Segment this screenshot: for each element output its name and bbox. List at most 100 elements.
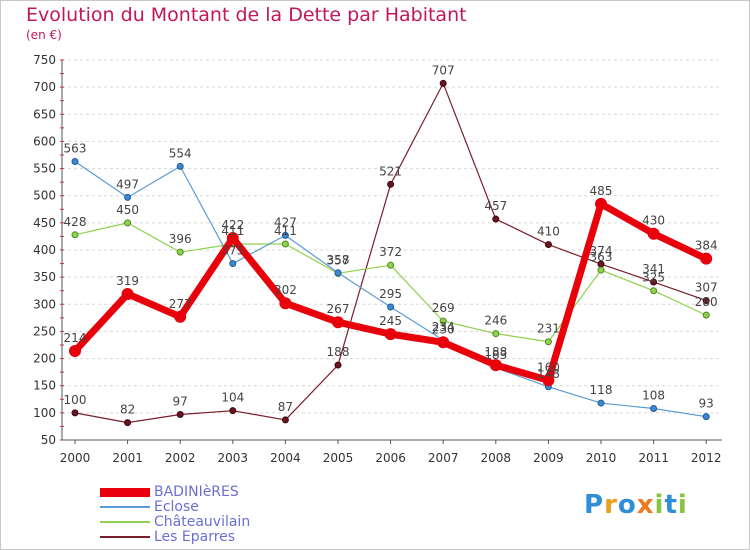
logo-letter: x — [636, 490, 655, 520]
data-label: 87 — [278, 400, 293, 414]
y-tick-label: 550 — [33, 162, 56, 176]
legend-swatch — [100, 506, 150, 508]
data-point — [229, 407, 237, 415]
data-label: 234 — [432, 320, 455, 334]
y-tick-label: 650 — [33, 107, 56, 121]
y-tick-label: 750 — [33, 53, 56, 67]
data-point — [124, 419, 132, 427]
axes: 50 100 150 200 250 300 350 400 450 500 550 600 650 70… — [33, 53, 722, 465]
legend-swatch — [100, 487, 150, 497]
data-label: 372 — [379, 245, 402, 259]
data-label: 358 — [327, 253, 350, 267]
logo-letter: i — [677, 490, 688, 520]
data-label: 457 — [484, 199, 507, 213]
x-tick-label: 2006 — [375, 451, 406, 465]
data-label: 707 — [432, 63, 455, 77]
legend-label: Châteauvilain — [154, 514, 251, 530]
data-label: 427 — [274, 215, 297, 229]
data-point — [174, 310, 187, 323]
logo-letter: t — [664, 490, 678, 520]
data-label: 302 — [274, 283, 297, 297]
data-label: 267 — [327, 302, 350, 316]
data-label: 93 — [699, 397, 714, 411]
data-label: 307 — [695, 280, 718, 294]
data-label: 230 — [432, 322, 455, 336]
data-label: 82 — [120, 403, 135, 417]
data-point — [384, 328, 397, 341]
data-point — [702, 311, 710, 319]
data-point — [702, 296, 710, 304]
data-label: 246 — [484, 314, 507, 328]
data-point — [176, 248, 184, 256]
legend-label: Eclose — [154, 499, 199, 515]
data-point — [176, 162, 184, 170]
data-label: 410 — [537, 225, 560, 239]
data-label: 374 — [590, 244, 613, 258]
data-label: 97 — [173, 394, 188, 408]
data-point — [71, 231, 79, 239]
x-tick-label: 2003 — [218, 451, 249, 465]
data-label: 277 — [169, 297, 192, 311]
data-label: 375 — [221, 244, 244, 258]
data-point — [650, 278, 658, 286]
data-label: 319 — [116, 274, 139, 288]
x-tick-label: 2007 — [428, 451, 459, 465]
y-tick-label: 200 — [33, 352, 56, 366]
data-point — [439, 317, 447, 325]
data-point — [124, 193, 132, 201]
data-label: 450 — [116, 203, 139, 217]
x-tick-label: 2000 — [60, 451, 91, 465]
data-label: 100 — [64, 393, 87, 407]
data-label: 148 — [537, 367, 560, 381]
data-point — [544, 241, 552, 249]
data-point — [597, 399, 605, 407]
y-tick-label: 600 — [33, 134, 56, 148]
x-tick-label: 2011 — [638, 451, 669, 465]
legend-label: Les Eparres — [154, 529, 236, 545]
y-tick-label: 100 — [33, 406, 56, 420]
data-point — [176, 410, 184, 418]
proxiti-logo: Proxiti — [584, 490, 688, 520]
data-point — [334, 269, 342, 277]
legend-label: BADINIèRES — [154, 484, 239, 500]
x-tick-label: 2009 — [533, 451, 564, 465]
data-label: 118 — [590, 383, 613, 397]
data-point — [281, 231, 289, 239]
legend-swatch — [100, 536, 150, 538]
data-label: 231 — [537, 322, 560, 336]
data-label: 188 — [484, 345, 507, 359]
data-label: 363 — [590, 250, 613, 264]
data-point — [492, 215, 500, 223]
data-point — [279, 297, 292, 310]
data-label: 411 — [221, 224, 244, 238]
data-label: 188 — [327, 345, 350, 359]
y-tick-label: 500 — [33, 189, 56, 203]
data-label: 521 — [379, 164, 402, 178]
x-tick-label: 2002 — [165, 451, 196, 465]
data-point — [439, 79, 447, 87]
y-tick-label: 150 — [33, 379, 56, 393]
data-point — [702, 413, 710, 421]
data-label: 430 — [642, 214, 665, 228]
data-label: 108 — [642, 389, 665, 403]
data-point — [332, 316, 344, 329]
data-point — [71, 409, 79, 417]
x-tick-label: 2001 — [112, 451, 143, 465]
data-point — [124, 219, 132, 227]
data-labels: 214 319 277 422 302 267 245 230 188 160 485 430 384 5… — [64, 63, 718, 416]
data-point — [281, 240, 289, 248]
data-label: 554 — [169, 146, 192, 160]
data-label: 396 — [169, 232, 192, 246]
data-label: 422 — [221, 218, 244, 232]
chart-subtitle: (en €) — [26, 28, 62, 42]
data-label: 183 — [484, 348, 507, 362]
data-label: 485 — [590, 184, 613, 198]
data-point — [597, 266, 605, 274]
data-point — [650, 287, 658, 295]
x-tick-label: 2004 — [270, 451, 301, 465]
series-layer — [69, 79, 713, 427]
x-tick-label: 2012 — [691, 451, 722, 465]
data-point — [650, 405, 658, 413]
data-label: 428 — [64, 215, 87, 229]
